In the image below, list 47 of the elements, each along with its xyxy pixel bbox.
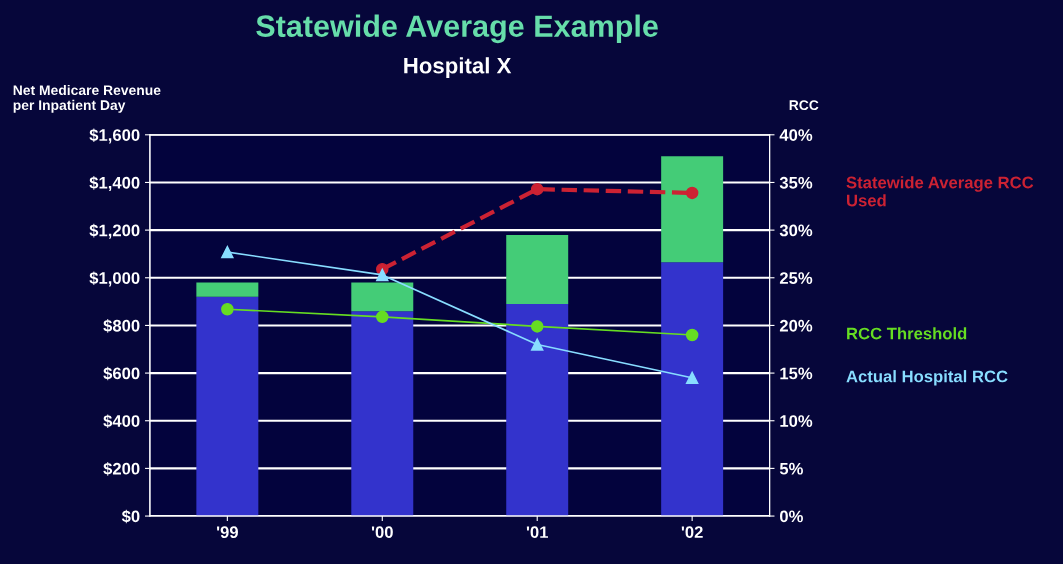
bar (196, 282, 259, 297)
point (376, 310, 389, 324)
y2-tick-label: 30% (779, 224, 813, 237)
point (530, 182, 544, 196)
text: Statewide Average RCC Used (846, 176, 1034, 207)
x-tick-label: '01 (526, 526, 548, 539)
point (530, 338, 544, 351)
text: RCC Threshold (847, 327, 967, 340)
point (685, 186, 699, 200)
bar (661, 156, 724, 263)
y-tick-label: $200 (103, 462, 140, 476)
y-tick-label: $1,200 (89, 223, 140, 239)
y-axis-title: Net Medicare Revenue per Inpatient Day (13, 84, 161, 113)
point (221, 302, 234, 316)
x-tick-label: '99 (216, 526, 238, 539)
y2-tick-label: 0% (779, 510, 803, 523)
chart-subtitle: Hospital X (404, 57, 512, 78)
bar (351, 311, 414, 517)
y-tick-label: $1,000 (89, 271, 140, 287)
bar (196, 296, 259, 517)
y2-tick-label: 40% (779, 129, 813, 141)
y2-tick-label: 15% (780, 367, 813, 380)
y2-tick-label: 5% (779, 462, 803, 475)
point (685, 371, 699, 385)
y-tick-label: $1,400 (89, 176, 140, 192)
y-tick-label: $600 (103, 366, 140, 381)
y2-tick-label: 35% (779, 176, 813, 189)
y-tick-label: $800 (103, 319, 140, 333)
text: Actual Hospital RCC (846, 370, 1008, 386)
chart-title: Statewide Average Example (256, 14, 658, 44)
y2-tick-label: 20% (779, 319, 813, 332)
bar (661, 262, 724, 517)
point (376, 268, 389, 282)
x-tick-label: '00 (371, 526, 393, 539)
y-tick-label: $0 (121, 509, 140, 524)
bar (506, 303, 569, 517)
x-tick-label: '02 (681, 526, 703, 539)
bar (506, 234, 569, 304)
y2-axis-title: RCC (789, 100, 819, 111)
point (685, 328, 699, 342)
point (221, 245, 234, 259)
y2-tick-label: 25% (779, 272, 813, 284)
bar (351, 282, 414, 312)
y-tick-label: $1,600 (89, 128, 140, 144)
point (530, 320, 544, 333)
y2-tick-label: 10% (780, 415, 813, 427)
y-tick-label: $400 (103, 414, 140, 429)
